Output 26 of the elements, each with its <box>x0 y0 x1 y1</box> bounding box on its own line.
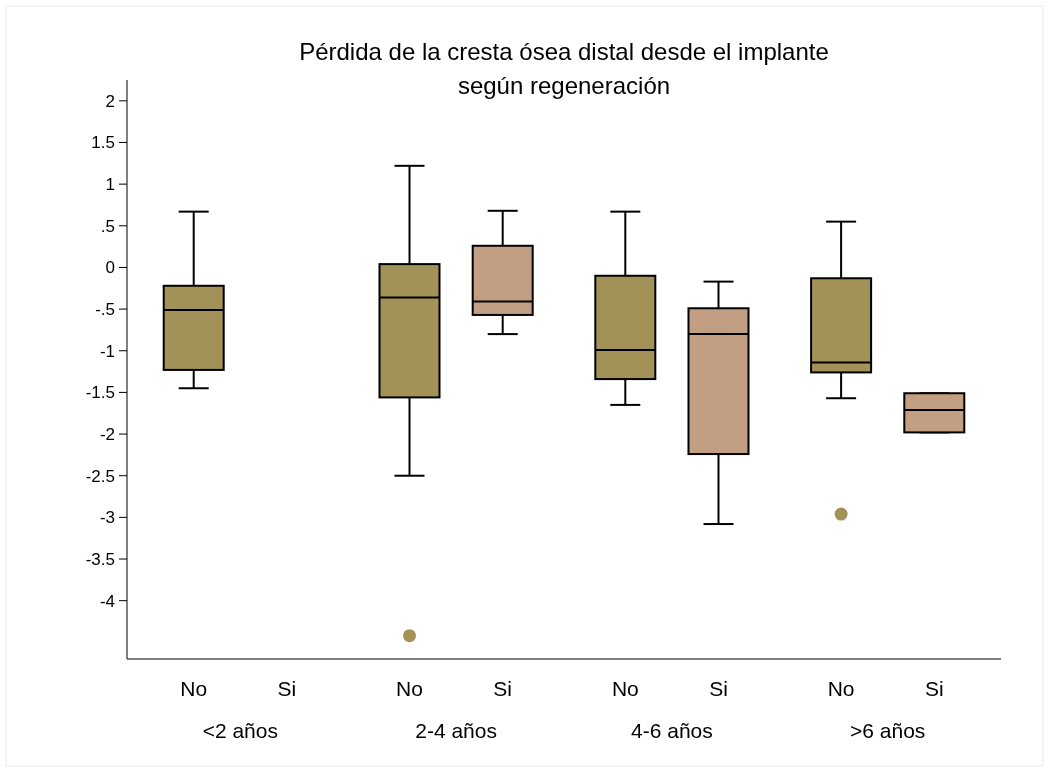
text: Si <box>709 677 728 700</box>
text: No <box>180 677 208 700</box>
y-tick-label: -2 <box>99 425 115 445</box>
text: Si <box>924 677 944 700</box>
text: No <box>611 677 639 700</box>
y-tick-label: 2 <box>105 91 115 111</box>
y-tick-label: 0 <box>105 258 115 278</box>
x-tick-label: 4-6 años <box>631 719 713 742</box>
y-tick-label: -3 <box>99 508 115 528</box>
y-tick-label: -.5 <box>95 300 115 320</box>
x-tick-label: <2 años <box>202 719 278 742</box>
y-tick-label: -4 <box>99 591 115 611</box>
text: Si <box>277 677 297 700</box>
y-tick-label: -3.5 <box>85 549 115 569</box>
y-tick-label: -1 <box>99 341 115 361</box>
y-tick-label: 1.5 <box>91 133 115 153</box>
x-tick-label: >6 años <box>850 719 926 742</box>
y-tick-label: 1 <box>105 175 115 195</box>
y-tick-label: -1.5 <box>85 383 115 403</box>
text: Si <box>493 677 513 700</box>
text: No <box>396 677 423 700</box>
chart-title: Pérdida de la cresta ósea distal desde el implante según regeneración <box>299 38 829 99</box>
x-tick-label: 2-4 años <box>415 719 497 742</box>
text: No <box>827 677 855 700</box>
y-tick-label: .5 <box>100 216 115 236</box>
y-tick-label: -2.5 <box>85 466 115 486</box>
